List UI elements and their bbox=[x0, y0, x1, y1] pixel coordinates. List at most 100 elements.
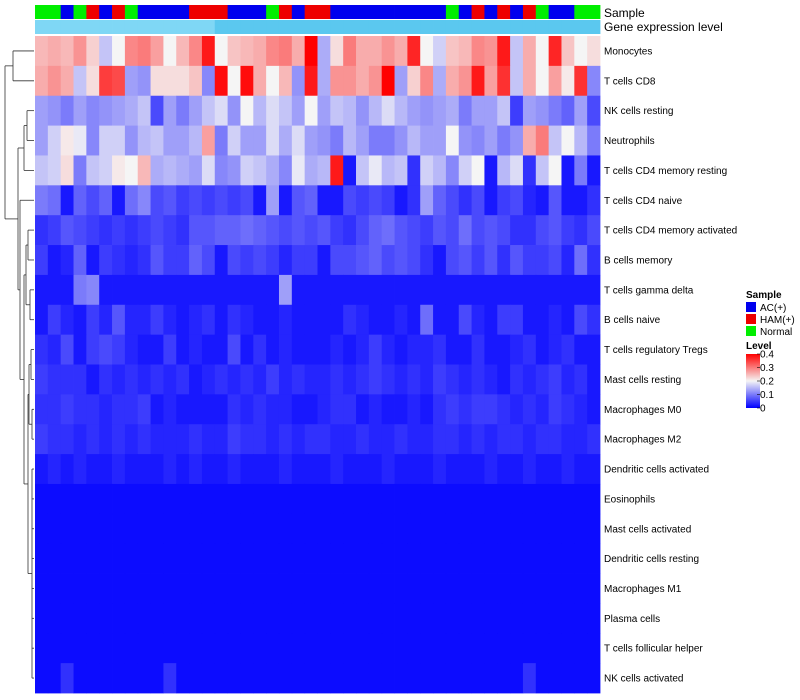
heatmap-cell bbox=[484, 155, 498, 186]
heatmap-cell bbox=[214, 334, 229, 365]
heatmap-cell bbox=[394, 65, 408, 97]
heatmap-cell bbox=[407, 454, 421, 485]
sample-annotation-cell bbox=[497, 5, 511, 19]
heatmap-cell bbox=[420, 36, 434, 67]
heatmap-cell bbox=[317, 603, 331, 634]
heatmap-cell bbox=[420, 454, 434, 485]
heatmap-cell bbox=[99, 185, 113, 216]
heatmap-cell bbox=[548, 125, 562, 156]
heatmap-cell bbox=[343, 663, 357, 694]
heatmap-cell bbox=[176, 95, 190, 126]
level-legend: Level 0.4 0.3 0.2 0.1 0 bbox=[746, 341, 774, 415]
heatmap-cell bbox=[535, 483, 550, 515]
heatmap-cell bbox=[343, 155, 357, 186]
heatmap-cell bbox=[561, 185, 575, 216]
heatmap-cell bbox=[587, 663, 601, 694]
heatmap-cell bbox=[535, 573, 550, 604]
heatmap-cell bbox=[99, 543, 113, 574]
heatmap-cell bbox=[201, 364, 216, 395]
heatmap-cell bbox=[240, 185, 254, 216]
heatmap-cell bbox=[163, 95, 177, 126]
heatmap-cell bbox=[304, 245, 318, 276]
heatmap-cell bbox=[291, 155, 306, 186]
row-label: Macrophages M2 bbox=[604, 435, 682, 446]
heatmap-cell bbox=[291, 394, 306, 425]
heatmap-cell bbox=[381, 95, 395, 126]
heatmap-cell bbox=[214, 483, 229, 515]
heatmap-cell bbox=[150, 65, 164, 97]
heatmap-cell bbox=[458, 394, 472, 425]
gene-expression-annotation-cell bbox=[214, 20, 229, 34]
heatmap-cell bbox=[574, 155, 588, 186]
heatmap-cell bbox=[124, 304, 139, 336]
heatmap-cell bbox=[176, 364, 190, 395]
heatmap-cell bbox=[189, 36, 203, 67]
heatmap-cell bbox=[343, 394, 357, 425]
heatmap-cell bbox=[510, 274, 524, 306]
heatmap-cell bbox=[266, 454, 280, 485]
heatmap-cell bbox=[124, 155, 139, 186]
heatmap-cell bbox=[548, 454, 562, 485]
heatmap-cell bbox=[60, 304, 74, 336]
heatmap-cell bbox=[574, 424, 588, 455]
heatmap-cell bbox=[201, 424, 216, 455]
heatmap-cell bbox=[458, 454, 472, 485]
heatmap-cell bbox=[471, 215, 485, 246]
heatmap-cell bbox=[86, 394, 100, 425]
heatmap-cell bbox=[253, 95, 267, 126]
heatmap-cell bbox=[214, 65, 229, 97]
heatmap-cell bbox=[381, 125, 395, 156]
heatmap-cell bbox=[278, 215, 293, 246]
gene-expression-annotation-cell bbox=[163, 20, 177, 34]
heatmap-cell bbox=[189, 245, 203, 276]
sample-annotation-cell bbox=[356, 5, 370, 19]
heatmap-cell bbox=[112, 245, 126, 276]
heatmap-cell bbox=[304, 334, 318, 365]
sample-legend-label: Normal bbox=[760, 327, 792, 338]
heatmap-cell bbox=[99, 155, 113, 186]
heatmap-cell bbox=[176, 215, 190, 246]
heatmap-cell bbox=[278, 185, 293, 216]
heatmap-cell bbox=[420, 125, 434, 156]
row-label: T cells gamma delta bbox=[604, 285, 694, 296]
heatmap-cell bbox=[458, 125, 472, 156]
heatmap-cell bbox=[356, 304, 370, 336]
heatmap-cell bbox=[35, 663, 49, 694]
heatmap-cell bbox=[47, 65, 62, 97]
heatmap-cell bbox=[394, 125, 408, 156]
heatmap-cell bbox=[587, 215, 601, 246]
heatmap-cell bbox=[304, 483, 318, 515]
heatmap-cell bbox=[291, 304, 306, 336]
heatmap-cell bbox=[394, 663, 408, 694]
heatmap-cell bbox=[484, 334, 498, 365]
heatmap-cell bbox=[356, 364, 370, 395]
heatmap-cell bbox=[522, 155, 537, 186]
heatmap-cell bbox=[99, 603, 113, 634]
heatmap-cell bbox=[561, 454, 575, 485]
heatmap-cell bbox=[407, 603, 421, 634]
sample-annotation-cell bbox=[445, 5, 460, 19]
heatmap-cell bbox=[407, 65, 421, 97]
heatmap-cell bbox=[240, 573, 254, 604]
heatmap-cell bbox=[343, 573, 357, 604]
heatmap-cell bbox=[60, 424, 74, 455]
heatmap-cell bbox=[407, 513, 421, 545]
heatmap-cell bbox=[240, 155, 254, 186]
heatmap-cell bbox=[137, 573, 151, 604]
heatmap-cell bbox=[124, 36, 139, 67]
heatmap-cell bbox=[510, 424, 524, 455]
heatmap-cell bbox=[47, 454, 62, 485]
heatmap-cell bbox=[189, 185, 203, 216]
heatmap-cell bbox=[510, 483, 524, 515]
heatmap-cell bbox=[587, 633, 601, 664]
heatmap-cell bbox=[445, 543, 460, 574]
heatmap-cell bbox=[86, 364, 100, 395]
heatmap-cell bbox=[189, 483, 203, 515]
heatmap-cell bbox=[433, 513, 447, 545]
heatmap-cell bbox=[497, 483, 511, 515]
heatmap-cell bbox=[240, 603, 254, 634]
heatmap-cell bbox=[240, 65, 254, 97]
heatmap-cell bbox=[124, 394, 139, 425]
sample-legend-swatch bbox=[746, 302, 756, 312]
heatmap-cell bbox=[356, 663, 370, 694]
